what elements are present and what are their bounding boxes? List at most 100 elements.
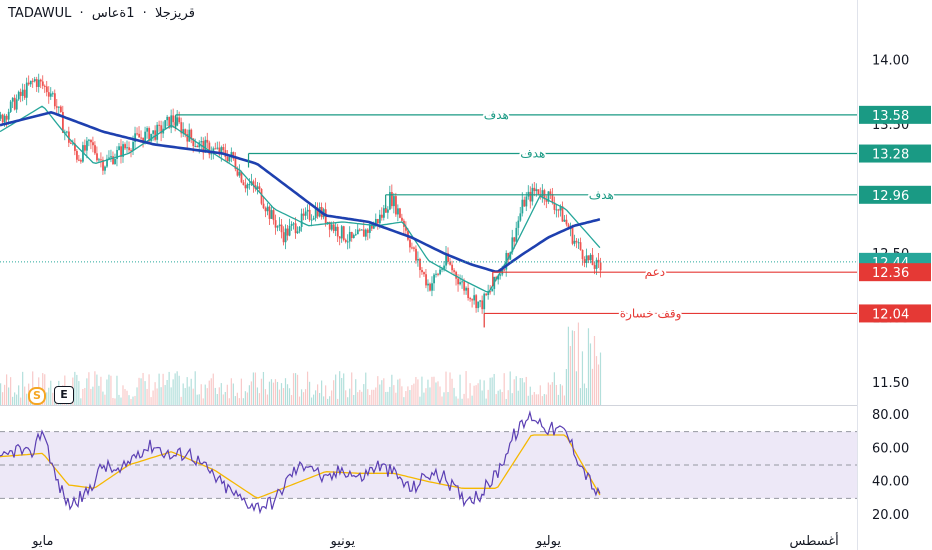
volume-bar: [204, 384, 206, 405]
volume-bar: [210, 378, 212, 405]
candle-body: [358, 229, 361, 231]
candle-body: [475, 295, 478, 309]
candle-body: [294, 223, 297, 234]
candle-body: [298, 226, 301, 232]
volume-bar: [288, 388, 291, 405]
rsi-line: [0, 409, 601, 515]
volume-bar: [136, 387, 138, 405]
volume-bar: [385, 391, 387, 405]
volume-bar: [18, 385, 20, 405]
candle-body: [53, 93, 56, 107]
candle-body: [401, 217, 403, 221]
volume-bar: [188, 386, 190, 405]
candle-body: [94, 145, 96, 154]
candle-body: [439, 269, 441, 275]
volume-bar: [154, 382, 156, 405]
volume-bar: [507, 390, 509, 405]
candle-body: [381, 214, 383, 218]
volume-bar: [451, 378, 453, 405]
volume-bar: [483, 380, 485, 405]
volume-bar: [459, 374, 461, 405]
candle-body: [138, 133, 141, 138]
candle-body: [5, 115, 8, 120]
candle-body: [427, 283, 429, 286]
candle-body: [142, 137, 145, 144]
earnings-badge[interactable]: E: [54, 386, 74, 404]
candle-body: [395, 196, 397, 215]
symbol-name: قريزجلا: [154, 6, 195, 21]
candle-body: [64, 131, 66, 133]
volume-bar: [22, 371, 24, 405]
candle-body: [252, 181, 255, 186]
volume-bar: [405, 391, 407, 405]
candle-body: [379, 214, 381, 224]
candle-body: [575, 240, 578, 243]
candle-body: [78, 159, 80, 161]
candle-body: [425, 274, 427, 286]
volume-bar: [327, 398, 329, 405]
volume-bar: [106, 379, 108, 405]
volume-bar: [321, 380, 323, 405]
volume-bar: [531, 394, 533, 405]
candle-body: [461, 281, 464, 283]
volume-bar: [463, 393, 465, 405]
volume-bar: [469, 383, 471, 405]
header-separator: ·: [142, 6, 147, 21]
candle-body: [545, 199, 548, 202]
volume-bar: [415, 376, 417, 405]
volume-bar: [597, 364, 600, 405]
volume-bar: [304, 389, 307, 405]
volume-bar: [485, 398, 487, 405]
volume-bar: [102, 391, 104, 405]
volume-bar: [471, 395, 473, 405]
candle-body: [124, 144, 126, 149]
volume-bar: [244, 391, 246, 405]
candle-body: [220, 147, 223, 155]
candle-body: [533, 187, 536, 192]
candle-body: [13, 97, 16, 110]
candle-body: [66, 131, 68, 133]
volume-bar: [365, 372, 367, 405]
volume-bar: [377, 376, 379, 405]
volume-bar: [319, 392, 321, 405]
volume-bar: [10, 377, 12, 405]
volume-bar: [214, 387, 216, 405]
volume-bar: [12, 396, 14, 405]
candle-body: [479, 300, 482, 302]
candle-body: [463, 281, 466, 291]
volume-bar: [284, 378, 287, 405]
volume-bar: [236, 392, 238, 405]
candle-body: [98, 159, 100, 161]
candle-body: [176, 117, 179, 126]
candle-body: [45, 86, 48, 93]
candle-body: [208, 142, 211, 155]
volume-bar: [431, 376, 433, 405]
candle-body: [120, 146, 122, 157]
candle-body: [334, 226, 337, 231]
candle-body: [328, 221, 331, 230]
candle-body: [188, 129, 191, 142]
target-price-tag: [859, 185, 931, 204]
candle-body: [240, 171, 243, 183]
candle-body: [148, 128, 151, 142]
volume-bar: [268, 381, 271, 405]
candle-body: [561, 206, 564, 222]
volume-bar: [335, 374, 337, 405]
candle-body: [509, 252, 512, 260]
volume-bar: [76, 374, 78, 405]
candle-body: [344, 239, 347, 242]
volume-bar: [457, 398, 459, 405]
volume-bar: [359, 389, 361, 405]
candle-body: [35, 79, 38, 87]
candle-body: [376, 219, 379, 224]
volume-bar: [8, 387, 10, 405]
candle-body: [152, 130, 155, 134]
volume-bar: [329, 396, 331, 405]
volume-bar: [437, 381, 439, 405]
volume-bar: [543, 394, 545, 405]
candle-body: [595, 259, 598, 269]
splits-badge[interactable]: S: [28, 387, 46, 405]
volume-bar: [567, 326, 569, 405]
volume-bar: [559, 384, 561, 405]
